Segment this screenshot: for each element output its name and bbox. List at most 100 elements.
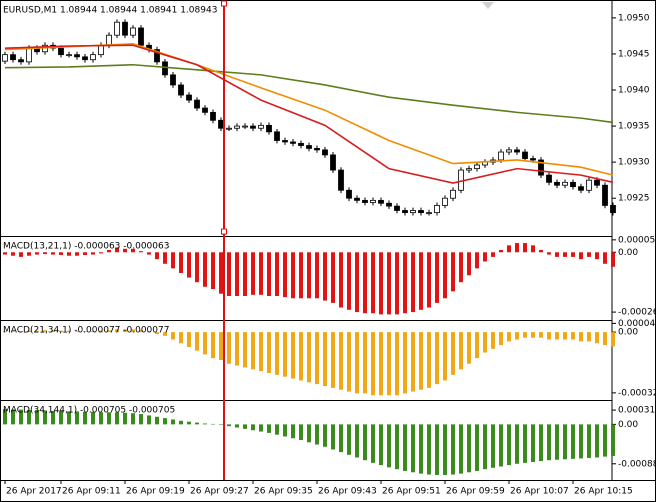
candle-body [370, 199, 376, 203]
candle-body [154, 49, 160, 63]
histogram-bar [99, 412, 103, 425]
histogram-bar [547, 332, 551, 340]
candle-body [202, 107, 208, 113]
y-tick-label: 0.00 [618, 420, 638, 430]
histogram-bar [539, 332, 543, 338]
candle-body [386, 202, 392, 207]
histogram-bar [19, 409, 23, 425]
histogram-bar [523, 243, 527, 253]
histogram-bar [107, 249, 111, 253]
histogram-bar [251, 332, 255, 370]
histogram-bar [387, 424, 391, 468]
y-tick-label: 1.0925 [618, 194, 650, 204]
histogram-bar [275, 252, 279, 296]
histogram-bar [483, 332, 487, 353]
histogram-bar [315, 252, 319, 299]
histogram-bar [555, 332, 559, 340]
candle-body [290, 141, 296, 144]
candle-body [26, 47, 32, 63]
histogram-bar [267, 252, 271, 296]
histogram-bar [379, 332, 383, 396]
histogram-bar [203, 423, 207, 425]
candle-body [58, 47, 64, 56]
histogram-bar [443, 424, 447, 475]
candle-body [506, 149, 512, 153]
candle-body [394, 205, 400, 211]
candle-body [90, 54, 96, 61]
candle-body [586, 179, 592, 191]
histogram-bar [275, 424, 279, 435]
histogram-bar [91, 331, 95, 333]
x-tick-label: 26 Apr 10:15 [574, 487, 633, 497]
histogram-bar [443, 332, 447, 381]
candle-body [378, 199, 384, 204]
candle-body [250, 125, 256, 129]
histogram-bar [339, 424, 343, 453]
histogram-bar [283, 252, 287, 298]
candle-body [546, 174, 552, 183]
histogram-bar [355, 424, 359, 458]
histogram-bar [555, 424, 559, 460]
histogram-bar [123, 329, 127, 333]
histogram-bar [539, 249, 543, 253]
candle-body [498, 151, 504, 161]
histogram-bar [371, 424, 375, 463]
histogram-bar [35, 252, 39, 255]
x-tick-label: 26 Apr 09:27 [190, 487, 249, 497]
histogram-bar [75, 411, 79, 425]
histogram-bar [139, 414, 143, 425]
x-tick-label: 26 Apr 09:35 [254, 487, 313, 497]
pane-title: MACD(21,34,1) -0.000077 -0.000077 [3, 326, 169, 336]
candle-body [114, 21, 120, 36]
candle-body [570, 181, 576, 188]
histogram-bar [3, 252, 7, 255]
histogram-bar [203, 252, 207, 287]
histogram-bar [99, 252, 103, 254]
histogram-bar [483, 252, 487, 262]
candle-body [122, 21, 128, 36]
histogram-bar [371, 252, 375, 314]
histogram-bar [411, 252, 415, 313]
candle-body [82, 56, 88, 61]
histogram-bar [259, 252, 263, 295]
x-tick-label: 26 Apr 09:43 [318, 487, 377, 497]
histogram-bar [211, 332, 215, 359]
histogram-bar [11, 331, 15, 333]
histogram-bar [339, 332, 343, 390]
candle-body [338, 169, 344, 191]
histogram-bar [467, 332, 471, 364]
histogram-bar [27, 330, 31, 333]
y-tick-label: 1.0945 [618, 49, 650, 59]
histogram-bar [195, 252, 199, 283]
histogram-bar [331, 252, 335, 303]
candle-body [314, 148, 320, 151]
histogram-bar [35, 330, 39, 333]
histogram-bar [547, 424, 551, 461]
crosshair-handle [221, 0, 227, 7]
histogram-bar [243, 332, 247, 368]
histogram-bar [203, 332, 207, 355]
histogram-bar [523, 424, 527, 463]
histogram-bar [507, 332, 511, 342]
histogram-bar [115, 412, 119, 425]
histogram-bar [11, 409, 15, 425]
histogram-bar [531, 332, 535, 338]
x-tick-label: 26 Apr 09:51 [382, 487, 441, 497]
y-tick-label: 0.00 [618, 248, 638, 258]
histogram-bar [563, 424, 567, 460]
histogram-bar [347, 424, 351, 455]
histogram-bar [283, 332, 287, 377]
histogram-bar [187, 252, 191, 278]
histogram-bar [603, 424, 607, 457]
histogram-bar [299, 252, 303, 299]
histogram-bar [139, 251, 143, 253]
histogram-bar [147, 415, 151, 425]
histogram-bar [83, 411, 87, 425]
x-tick-label: 26 Apr 09:19 [126, 487, 185, 497]
histogram-bar [219, 252, 223, 294]
histogram-bar [515, 243, 519, 253]
histogram-bar [187, 332, 191, 347]
y-tick-label: -0.000327 [618, 388, 656, 398]
candle-body [66, 54, 72, 57]
